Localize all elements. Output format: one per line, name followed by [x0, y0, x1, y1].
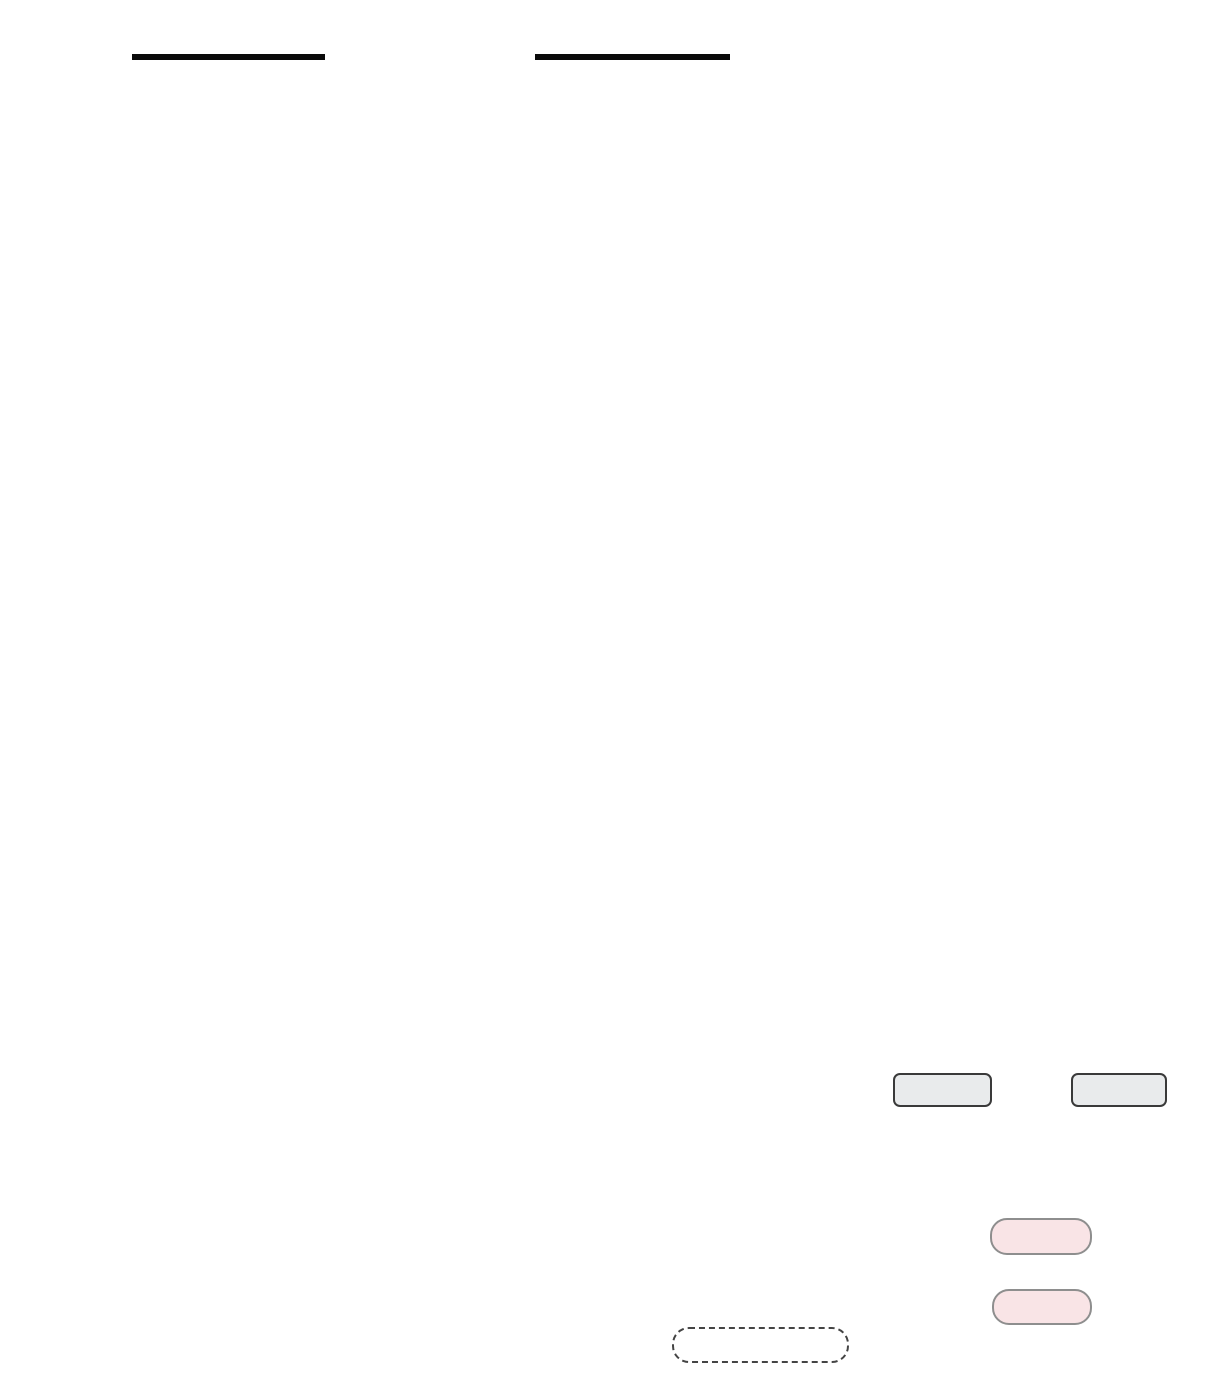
calcium-silicate-ions-box	[672, 1327, 849, 1363]
day5-underline	[535, 54, 730, 60]
bcatenin-pill-nucleus	[992, 1289, 1092, 1325]
bcatenin-pill-cytoplasm	[990, 1218, 1092, 1255]
day3-underline	[132, 54, 325, 60]
wnt3-box	[1071, 1073, 1167, 1107]
rspondins-box	[893, 1073, 992, 1107]
